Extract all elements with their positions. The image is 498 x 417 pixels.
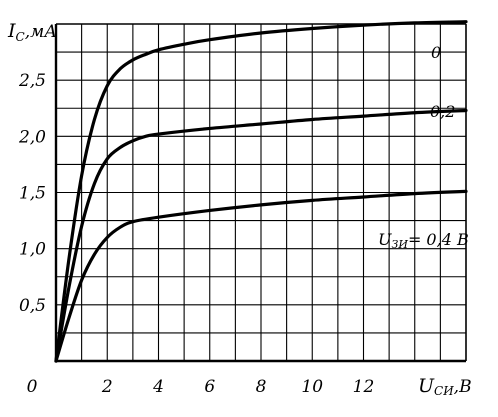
x-tick-label: 4 <box>152 377 164 397</box>
y-tick-label: 2,5 <box>18 71 46 91</box>
y-axis-title: IС,мА <box>7 20 57 44</box>
series-label-2-main: U <box>378 230 392 249</box>
series <box>54 20 468 363</box>
y-axis-title-sub: С <box>16 30 25 44</box>
x-tick-label: 12 <box>353 377 375 397</box>
y-tick-label: 0,5 <box>19 296 46 316</box>
y-axis-title-unit: ,мА <box>25 22 57 42</box>
x-tick-label: 8 <box>256 377 267 397</box>
y-tick-label: 2,0 <box>18 127 46 147</box>
series-label-1: 0,2 <box>430 102 455 121</box>
x-axis-title-sub: СИ <box>434 384 454 398</box>
x-axis-title: UСИ,В <box>418 375 472 398</box>
series-label-0: 0 <box>431 43 441 62</box>
series-label-2-rest: = 0,4 В <box>408 230 469 249</box>
y-tick-label: 1,0 <box>19 240 46 260</box>
grid <box>56 24 466 361</box>
x-tick-label: 10 <box>301 377 323 397</box>
series-line-1 <box>54 108 468 363</box>
series-label-2-sub: ЗИ <box>391 238 408 251</box>
x-tick-label: 2 <box>101 377 113 397</box>
x-axis-title-unit: ,В <box>454 377 472 397</box>
series-label-2: UЗИ= 0,4 В <box>378 230 469 251</box>
x-tick-label: 0 <box>27 377 38 397</box>
series-line-0 <box>54 20 468 363</box>
y-tick-label: 1,5 <box>19 184 46 204</box>
y-axis-title-main: I <box>7 20 16 42</box>
tick-labels: 0 2 4 6 8 10 12 0,5 1,0 1,5 2,0 2,5 <box>18 71 374 397</box>
x-axis-title-main: U <box>418 375 435 397</box>
x-tick-label: 6 <box>204 377 215 397</box>
series-line-2 <box>54 189 468 363</box>
